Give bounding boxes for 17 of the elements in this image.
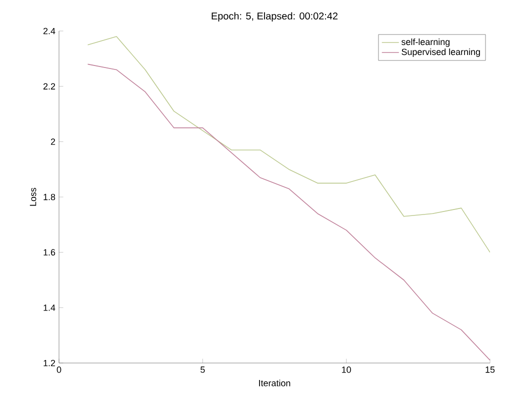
x-tick-label: 0 bbox=[56, 366, 62, 373]
x-tick-label: 5 bbox=[200, 366, 205, 373]
chart-title: Epoch: 5, Elapsed: 00:02:42 bbox=[212, 12, 338, 22]
line-series bbox=[87, 64, 490, 361]
y-tick-label: 2.2 bbox=[43, 83, 56, 90]
y-tick-label: 2 bbox=[50, 138, 56, 145]
y-axis-title: Loss bbox=[30, 188, 36, 206]
y-tick-label: 1.4 bbox=[44, 304, 56, 311]
legend-label: Supervised learning bbox=[402, 48, 480, 57]
legend-label: self-learning bbox=[402, 38, 450, 47]
y-tick-label: 1.8 bbox=[44, 194, 56, 200]
y-tick-label: 1.2 bbox=[44, 360, 56, 366]
x-axis-title: Iteration bbox=[259, 380, 290, 386]
y-tick-label: 1.6 bbox=[44, 249, 56, 256]
y-tick-label: 2.4 bbox=[43, 28, 56, 34]
x-tick-label: 10 bbox=[342, 366, 351, 373]
x-tick-label: 15 bbox=[486, 366, 495, 373]
